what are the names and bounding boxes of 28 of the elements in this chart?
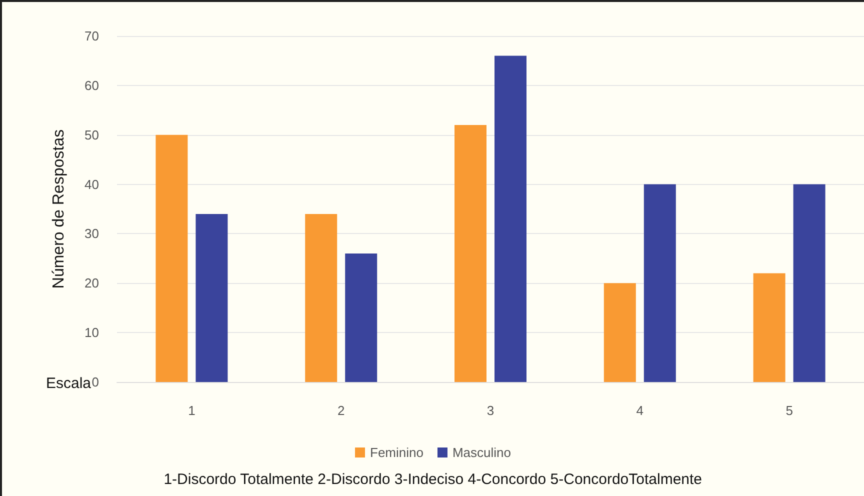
bar (454, 124, 486, 382)
bar (196, 214, 228, 382)
y-tick-label: 60 (84, 78, 99, 93)
legend-label: Masculino (452, 445, 511, 460)
bar (156, 134, 188, 382)
x-axis-title: Escala (46, 375, 92, 392)
y-tick-label: 70 (84, 28, 99, 44)
bar (793, 184, 826, 382)
legend-label: Feminino (370, 445, 424, 460)
x-tick-label: 2 (337, 403, 345, 418)
y-tick-label: 40 (84, 176, 99, 192)
y-tick-label: 10 (84, 325, 99, 340)
y-tick-label: 30 (84, 226, 99, 242)
x-tick-label: 1 (188, 403, 196, 418)
bar (345, 253, 378, 382)
y-tick-label: 0 (92, 374, 99, 390)
x-tick-label: 5 (786, 403, 793, 418)
bar (305, 214, 338, 382)
x-tick-label: 4 (636, 403, 644, 418)
x-tick-label: 3 (486, 403, 494, 418)
bar (753, 273, 786, 382)
bar (644, 184, 676, 382)
y-tick-label: 20 (84, 276, 99, 291)
y-tick-label: 50 (84, 127, 99, 142)
text: 1-Discordo Totalmente 2-Discordo 3-Indeciso 4-Concordo 5-ConcordoTotalmente (164, 471, 702, 488)
bar (494, 56, 526, 382)
bar (604, 283, 636, 382)
y-axis-title: Número de Respostas (50, 129, 68, 289)
